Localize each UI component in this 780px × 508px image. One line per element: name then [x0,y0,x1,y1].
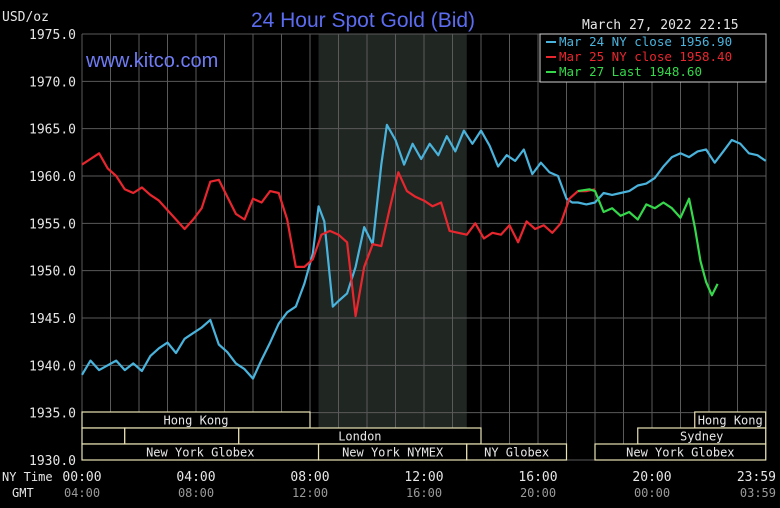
session-label: New York NYMEX [342,446,444,460]
chart-title: 24 Hour Spot Gold (Bid) [251,9,475,32]
legend-box [539,33,767,83]
series-line [577,188,719,297]
session-label: Hong Kong [698,414,763,428]
y-tick-label: 1955.0 [29,217,76,232]
session-bar [124,427,240,445]
x-tick-label-gmt: 20:00 [520,486,556,500]
session-bar [81,427,126,445]
y-tick-label: 1950.0 [29,265,76,280]
x-tick-label-ny: 23:59 [737,470,776,485]
nymex-session-band [318,34,467,460]
series-line [81,152,596,318]
y-tick-label: 1935.0 [29,407,76,422]
session-label: London [338,430,381,444]
y-tick-label: 1960.0 [29,170,76,185]
x-tick-label-ny: 00:00 [62,470,101,485]
y-axis-ticks: 1975.0 1970.0 1965.0 1960.0 1955.0 1950.0 1945… [29,28,76,469]
x-tick-label-ny: 08:00 [290,470,329,485]
y-tick-label: 1945.0 [29,312,76,327]
session-label: NY Globex [484,446,549,460]
x-tick-label-ny: 16:00 [518,470,557,485]
x-tick-label-ny: 20:00 [632,470,671,485]
x-tick-label-gmt: 16:00 [406,486,442,500]
session-label: Sydney [680,430,723,444]
x-tick-label-gmt: 00:00 [634,486,670,500]
session-label: New York Globex [626,446,734,460]
chart-timestamp: March 27, 2022 22:15 [582,18,739,33]
series-line [81,123,767,380]
kitco-watermark: www.kitco.com [85,50,218,72]
chart-grid [81,33,767,461]
session-bar [594,443,767,461]
price-series [81,123,767,380]
session-label: New York Globex [146,446,254,460]
y-tick-label: 1940.0 [29,359,76,374]
session-label: Hong Kong [163,414,228,428]
x-tick-label-gmt: 03:59 [740,486,776,500]
legend-entry: Mar 27 Last 1948.60 [559,64,702,79]
session-bar [466,443,568,461]
ny-time-axis-label: NY Time [2,470,53,484]
y-tick-label: 1970.0 [29,75,76,90]
y-tick-label: 1975.0 [29,28,76,43]
legend-entry: Mar 25 NY close 1958.40 [559,49,732,64]
x-tick-label-gmt: 04:00 [64,486,100,500]
unit-label: USD/oz [2,10,49,25]
x-tick-label-gmt: 12:00 [292,486,328,500]
y-tick-label: 1965.0 [29,123,76,138]
x-tick-label-gmt: 08:00 [178,486,214,500]
legend-entry: Mar 24 NY close 1956.90 [559,34,732,49]
market-sessions: Hong Kong Hong Kong London Sydney New York G… [81,411,767,461]
x-axis-ticks: 00:0004:0004:0008:0008:0012:0012:0016:00… [62,470,776,500]
gmt-axis-label: GMT [12,486,34,500]
x-tick-label-ny: 12:00 [404,470,443,485]
x-tick-label-ny: 04:00 [176,470,215,485]
y-tick-label: 1930.0 [29,454,76,469]
